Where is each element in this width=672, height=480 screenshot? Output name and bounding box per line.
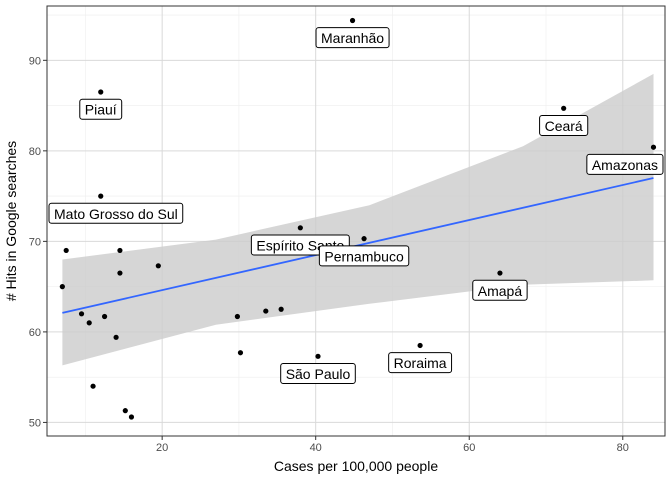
data-point xyxy=(497,270,503,276)
data-point xyxy=(234,313,240,320)
data-point xyxy=(90,383,96,389)
y-tick-label: 70 xyxy=(29,236,41,248)
confidence-band xyxy=(62,73,654,366)
data-point xyxy=(63,247,69,254)
state-label-text: Piauí xyxy=(85,102,117,118)
state-label: Piauí xyxy=(79,98,123,120)
state-label-text: Amazonas xyxy=(592,157,658,173)
x-axis-ticks: 20 40 60 80 xyxy=(156,436,629,454)
state-labels: Maranhão Piauí Ceará Amazonas Mato Grosso do… xyxy=(48,27,664,385)
data-point xyxy=(278,306,284,312)
state-label-text: Amapá xyxy=(478,283,523,299)
data-point xyxy=(122,408,128,414)
data-point xyxy=(361,236,367,242)
data-point xyxy=(113,334,119,340)
data-point xyxy=(101,313,108,320)
x-tick-label: 60 xyxy=(463,442,475,454)
data-point xyxy=(59,284,65,290)
data-point xyxy=(561,105,567,111)
data-point xyxy=(78,311,85,317)
y-tick-label: 80 xyxy=(29,146,41,158)
data-point xyxy=(128,414,135,420)
state-label-text: São Paulo xyxy=(286,366,351,382)
state-label: Mato Grosso do Sul xyxy=(48,202,184,224)
state-label: Pernambuco xyxy=(318,245,410,267)
x-tick-label: 40 xyxy=(310,442,322,454)
data-point xyxy=(98,89,104,95)
confidence-band-layer xyxy=(62,73,654,366)
state-label: Amazonas xyxy=(586,153,664,175)
state-label-text: Roraima xyxy=(394,355,447,371)
state-label-box xyxy=(280,363,356,385)
state-label: Maranhão xyxy=(315,27,390,49)
data-point xyxy=(297,225,303,231)
data-point xyxy=(650,144,657,150)
y-tick-label: 50 xyxy=(29,417,41,429)
data-point xyxy=(263,308,269,314)
panel-border xyxy=(46,5,666,437)
x-tick-label: 80 xyxy=(617,442,629,454)
y-axis-ticks: 50 60 70 80 90 xyxy=(29,55,47,429)
data-point xyxy=(86,320,92,326)
y-tick-label: 60 xyxy=(29,327,41,339)
y-tick-label: 90 xyxy=(29,55,41,67)
state-label-box xyxy=(318,245,410,267)
data-point xyxy=(98,193,104,199)
data-point xyxy=(349,17,356,24)
state-label-box xyxy=(586,153,664,175)
data-point xyxy=(417,342,423,349)
data-point xyxy=(117,270,123,276)
data-points xyxy=(59,17,657,420)
x-axis-title: Cases per 100,000 people xyxy=(274,458,438,474)
data-point xyxy=(237,350,244,356)
state-label-box xyxy=(539,114,589,136)
state-label-text: Maranhão xyxy=(321,30,384,46)
data-point xyxy=(117,247,123,254)
state-label-box xyxy=(472,279,528,301)
state-label-text: Ceará xyxy=(545,118,583,134)
state-label-box xyxy=(315,27,390,49)
x-tick-label: 20 xyxy=(156,442,168,454)
y-axis-title: # Hits in Google searches xyxy=(3,141,19,301)
data-point xyxy=(315,353,321,359)
state-label-box xyxy=(48,202,184,224)
state-label: Ceará xyxy=(539,114,589,136)
state-label: São Paulo xyxy=(280,363,356,385)
state-label-text: Pernambuco xyxy=(324,248,404,264)
state-label-box xyxy=(388,352,453,374)
state-label: Amapá xyxy=(472,279,528,301)
state-label: Roraima xyxy=(388,352,453,374)
data-point xyxy=(155,263,161,269)
state-label-text: Mato Grosso do Sul xyxy=(54,206,178,222)
state-label-box xyxy=(79,98,123,120)
